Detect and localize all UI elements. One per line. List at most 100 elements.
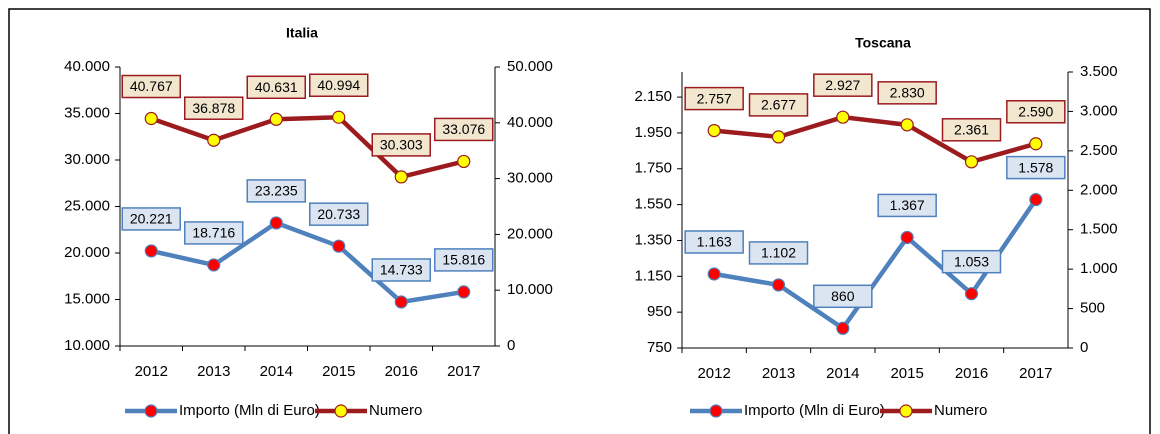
marker xyxy=(707,267,721,281)
data-label-box xyxy=(309,73,369,98)
data-label-box xyxy=(184,96,244,120)
y-tick-label: 1.550 xyxy=(634,196,672,213)
y-tick-label: 1.750 xyxy=(634,160,672,177)
data-label-box xyxy=(1006,100,1066,124)
marker xyxy=(900,118,914,132)
x-tick-label: 2016 xyxy=(955,365,988,382)
y2-tick-label: 0 xyxy=(507,337,515,354)
data-label-box xyxy=(184,221,244,245)
marker xyxy=(332,239,346,253)
series-line xyxy=(150,220,465,305)
x-tick-label: 2014 xyxy=(826,365,859,382)
x-tick-label: 2013 xyxy=(197,363,230,380)
y-tick-label: 35.000 xyxy=(64,104,110,121)
frame xyxy=(8,8,1151,434)
data-label: 1.102 xyxy=(761,245,796,261)
data-label: 40.994 xyxy=(317,77,360,93)
data-label: 2.757 xyxy=(697,90,732,106)
data-label: 20.733 xyxy=(317,206,360,222)
marker xyxy=(394,170,408,184)
y-tick-label: 30.000 xyxy=(64,151,110,168)
marker xyxy=(836,110,850,124)
data-label: 1.053 xyxy=(954,253,989,269)
marker xyxy=(836,321,850,335)
marker xyxy=(207,258,221,272)
data-label-box xyxy=(877,193,937,218)
data-label: 1.578 xyxy=(1018,159,1053,175)
y2-tick-label: 1.000 xyxy=(1080,260,1118,277)
marker xyxy=(964,287,979,301)
data-label-box xyxy=(684,86,744,111)
marker xyxy=(332,110,346,124)
chart-title: Italia xyxy=(286,25,318,41)
data-label-box xyxy=(748,241,809,265)
marker xyxy=(707,123,721,138)
data-label-box xyxy=(434,117,494,142)
data-label: 2.361 xyxy=(954,122,989,138)
y-tick-label: 40.000 xyxy=(64,58,110,75)
legend-marker xyxy=(709,404,723,418)
y2-tick-label: 3.500 xyxy=(1080,63,1118,80)
data-label-box xyxy=(434,248,494,272)
marker xyxy=(207,133,221,147)
marker xyxy=(771,130,786,144)
y-tick-label: 950 xyxy=(647,303,672,320)
data-label: 2.677 xyxy=(761,97,796,113)
data-label-box xyxy=(813,284,873,309)
data-label-box xyxy=(684,230,744,254)
data-label: 2.927 xyxy=(825,77,860,93)
data-label-box xyxy=(941,249,1002,274)
data-label: 2.590 xyxy=(1018,103,1053,119)
y-tick-label: 10.000 xyxy=(64,337,110,354)
legend-marker xyxy=(899,404,913,418)
data-label-box xyxy=(246,75,306,100)
y2-tick-label: 0 xyxy=(1080,339,1088,356)
legend-marker xyxy=(334,404,348,418)
data-label: 2.830 xyxy=(890,85,925,101)
data-label: 23.235 xyxy=(255,183,298,199)
data-label-box xyxy=(371,258,431,282)
data-label-box xyxy=(748,93,809,117)
y2-tick-label: 3.000 xyxy=(1080,102,1118,119)
marker xyxy=(394,295,408,309)
y2-tick-label: 2.500 xyxy=(1080,142,1118,159)
y2-tick-label: 500 xyxy=(1080,300,1105,317)
series-line xyxy=(713,114,1037,165)
y2-tick-label: 20.000 xyxy=(507,225,553,242)
data-label-box xyxy=(246,179,306,203)
x-tick-label: 2016 xyxy=(385,363,418,380)
x-tick-label: 2015 xyxy=(322,363,355,380)
y2-tick-label: 50.000 xyxy=(507,58,553,75)
y-tick-label: 750 xyxy=(647,339,672,356)
marker xyxy=(964,155,979,169)
legend-label: Numero xyxy=(369,402,422,419)
marker xyxy=(1029,193,1043,207)
data-label: 20.221 xyxy=(130,211,173,227)
x-tick-label: 2017 xyxy=(447,363,480,380)
data-label-box xyxy=(941,118,1002,142)
x-tick-label: 2017 xyxy=(1019,365,1052,382)
legend-label: Importo (Mln di Euro) xyxy=(744,402,885,419)
y-tick-label: 2.150 xyxy=(634,88,672,105)
y-tick-label: 20.000 xyxy=(64,244,110,261)
marker xyxy=(1029,137,1043,151)
y-tick-label: 1.950 xyxy=(634,124,672,141)
marker xyxy=(771,278,786,292)
x-tick-label: 2012 xyxy=(135,363,168,380)
data-label: 860 xyxy=(831,288,855,304)
data-label-box xyxy=(371,133,431,157)
marker xyxy=(269,112,283,126)
data-label: 33.076 xyxy=(442,121,485,137)
legend-label: Importo (Mln di Euro) xyxy=(179,402,320,419)
y-tick-label: 25.000 xyxy=(64,197,110,214)
marker xyxy=(144,111,158,126)
y-tick-label: 1.150 xyxy=(634,267,672,284)
y-tick-label: 15.000 xyxy=(64,290,110,307)
x-tick-label: 2014 xyxy=(260,363,293,380)
series-line xyxy=(713,198,1038,332)
data-label: 40.631 xyxy=(255,79,298,95)
data-label: 40.767 xyxy=(130,78,173,94)
data-label-box xyxy=(309,202,369,226)
y2-tick-label: 2.000 xyxy=(1080,181,1118,198)
data-label: 18.716 xyxy=(192,225,235,241)
